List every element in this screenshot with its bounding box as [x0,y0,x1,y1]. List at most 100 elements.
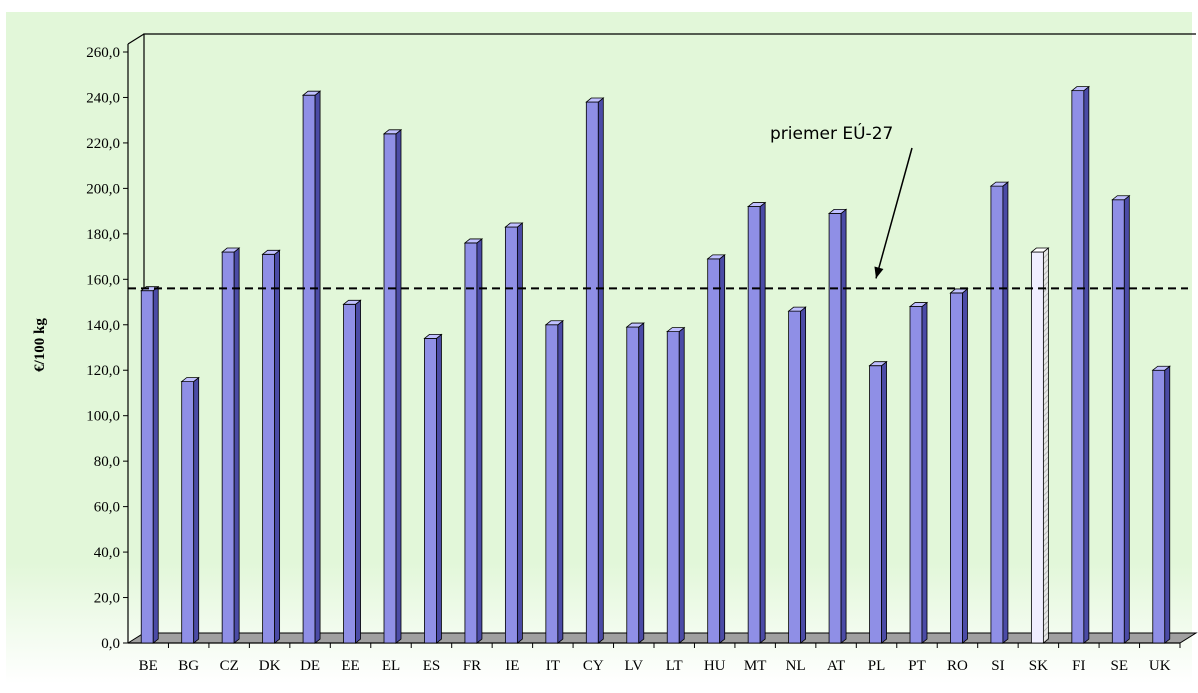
bar-it [544,319,564,644]
y-tick-label: 200,0 [86,181,120,197]
bar-top [625,322,645,328]
bar-uk [1151,365,1171,644]
x-tick-label: IT [546,658,560,674]
bar-fi [1070,85,1090,644]
bar-be [140,285,160,644]
bar-top [868,361,888,367]
y-tick-label: 60,0 [94,500,120,516]
y-tick-label: 180,0 [86,227,120,243]
bar-side [233,247,240,644]
bar-side [962,288,968,644]
x-tick-label: PL [868,658,886,674]
bar-top [504,222,524,228]
bar-ie [504,222,524,644]
bar-front [302,94,316,644]
bar-top [463,238,484,244]
bar-front [869,365,882,644]
bar-front [464,242,478,644]
bar-lv [625,322,645,644]
x-tick-label: IE [505,658,519,674]
x-tick-label: SK [1029,658,1048,674]
bar-top [585,97,605,103]
y-tick-label: 120,0 [86,363,120,379]
bar-side [274,249,281,644]
x-tick-label: ES [423,658,441,674]
bar-front [1152,369,1166,644]
bar-side [638,322,645,644]
x-tick-label: BG [178,658,199,674]
axis-corner [127,33,145,45]
bar-top [827,208,848,214]
bar-side [193,376,200,644]
x-tick-label: CY [583,658,604,674]
bar-side [355,299,361,644]
bar-side [395,128,402,644]
bar-front [707,258,721,644]
bar-ee [342,299,362,644]
bar-front [828,212,842,644]
bar-es [423,333,443,644]
y-tick-label: 140,0 [86,318,120,334]
y-tick-label: 80,0 [94,454,120,470]
x-tick-label: SE [1111,658,1129,674]
y-tick-label: 160,0 [86,272,120,288]
bar-side [1042,247,1049,644]
bar-front [221,251,235,644]
bar-top [221,247,241,253]
y-tick-label: 260,0 [86,45,120,61]
bar-top [989,181,1010,187]
y-tick-label: 20,0 [94,591,120,607]
bar-top [261,249,281,255]
bar-top [908,302,929,307]
bar-side [1002,181,1009,644]
bar-nl [787,306,807,644]
bar-top [423,334,443,339]
bar-front [909,306,923,644]
bar-front [262,253,276,644]
bar-front [140,290,154,644]
bar-top [1070,86,1090,92]
bar-side [516,222,523,644]
bar-side [1164,365,1171,644]
bar-front [1111,199,1125,644]
bar-cz [221,247,241,644]
bar-top [666,327,686,332]
x-tick-label: CZ [220,658,239,674]
bar-front [990,185,1004,644]
bar-cy [585,97,605,644]
bar-side [476,238,483,644]
bar-front [504,226,518,644]
bar-top [787,306,807,312]
x-tick-label: LT [666,658,683,674]
bar-side [436,333,442,644]
bar-front [1071,90,1085,644]
bar-fr [463,238,484,644]
bar-hu [706,254,726,644]
bar-top [706,254,726,260]
x-tick-label: LV [624,658,643,674]
bar-front [626,326,640,644]
x-tick-label: EL [382,658,400,674]
annotation-arrow [875,147,913,279]
bar-top [544,320,564,326]
x-tick-label: MT [744,658,767,674]
x-tick-label: AT [827,658,845,674]
bar-side [840,208,847,644]
bar-pt [908,301,929,644]
bar-front [383,133,397,644]
y-tick-label: 40,0 [94,545,120,561]
bar-front [1030,251,1044,644]
bar-top [747,202,767,207]
bar-se [1111,194,1131,644]
bar-top [382,129,403,135]
bar-side [557,319,564,644]
bar-front [424,338,437,644]
y-tick-label: 100,0 [86,409,120,425]
bar-si [989,181,1010,644]
x-tick-label: DK [259,658,281,674]
bar-el [382,128,403,644]
bar-front [545,324,559,644]
bar-front [747,206,761,644]
